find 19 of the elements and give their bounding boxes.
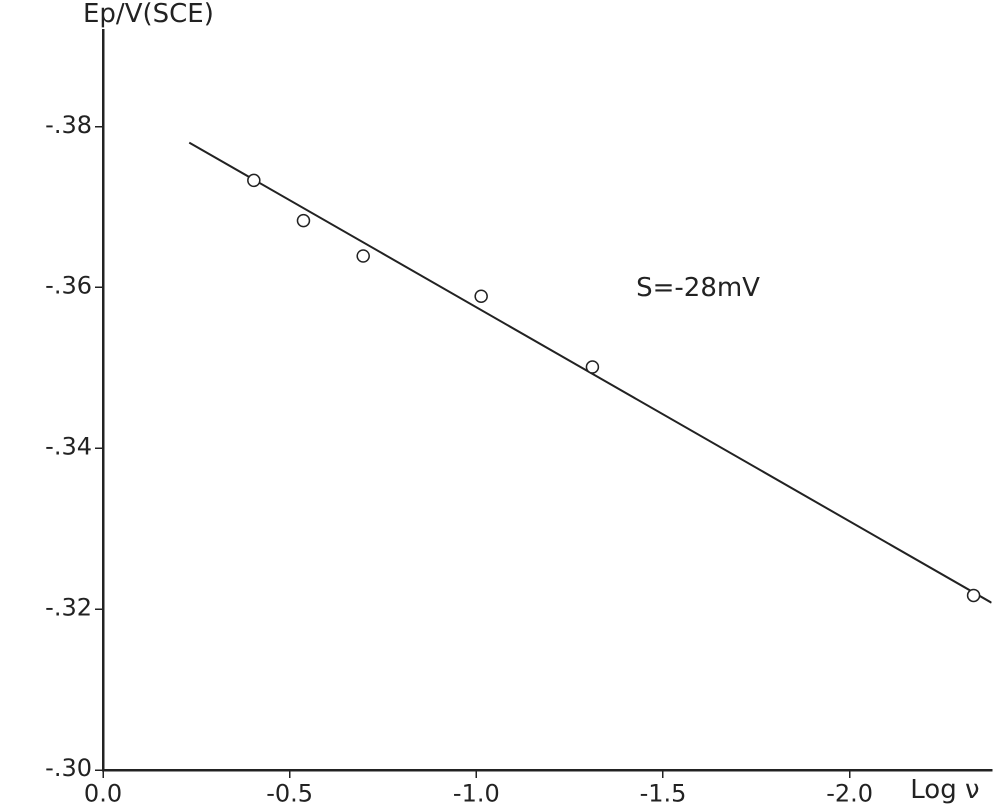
y-tick-label: -.34 [45,432,92,460]
x-tick-label: 0.0 [84,780,122,808]
annotation: S=-28mV [636,272,760,303]
y-axis-title: Ep/V(SCE) [83,0,214,29]
point [296,214,310,228]
x-tick-label: -1.0 [452,780,500,808]
point [586,360,600,374]
point [247,174,261,188]
x-tick-label: -0.5 [266,780,314,808]
y-tick-label: -.38 [45,110,92,139]
x-tick-label: -1.5 [640,780,686,808]
x-tick-label: -2.0 [826,780,874,808]
y-tick-label: -.32 [45,593,92,622]
y-tick-label: -.30 [45,754,92,782]
point [356,249,370,263]
point [474,289,488,303]
y-tick-label: -.36 [45,272,92,300]
point [966,588,980,602]
x-axis-title: Log ν [910,774,980,805]
